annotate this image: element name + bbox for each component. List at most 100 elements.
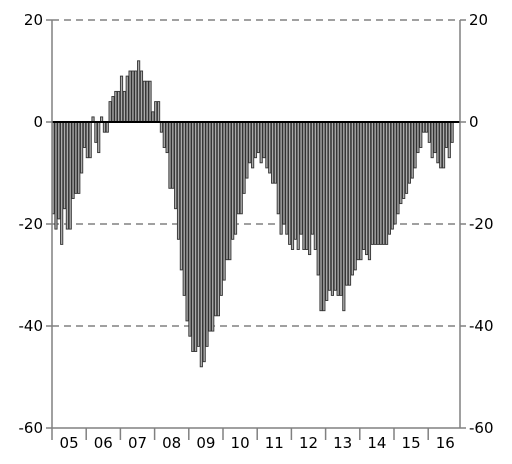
bar: [151, 111, 155, 123]
bar: [154, 101, 158, 123]
bar: [404, 121, 409, 194]
bar: [179, 121, 183, 271]
bar: [271, 121, 275, 184]
bar: [119, 75, 124, 123]
bar: [410, 121, 414, 179]
bar: [367, 121, 372, 261]
bar: [336, 121, 340, 296]
x-tick-label: 16: [436, 434, 455, 452]
bar: [111, 96, 115, 123]
plot-frame: [46, 19, 466, 440]
bar: [302, 121, 306, 250]
bar: [350, 121, 354, 276]
bar: [387, 121, 391, 235]
bar: [345, 121, 349, 286]
y-tick-label-left: 20: [24, 11, 43, 29]
bar: [385, 121, 389, 245]
x-tick-label: 15: [402, 434, 421, 452]
bar: [208, 121, 212, 332]
bar: [137, 60, 141, 123]
bar: [194, 121, 198, 352]
y-tick-label-right: -40: [469, 317, 494, 335]
bar: [88, 121, 92, 159]
bar: [447, 121, 451, 159]
bar: [402, 121, 406, 199]
bar: [359, 121, 363, 261]
bar: [330, 121, 334, 296]
bar: [308, 121, 312, 256]
bar: [390, 121, 394, 230]
bar: [174, 121, 178, 210]
bar: [191, 121, 195, 352]
bar: [265, 121, 269, 169]
bars: [51, 60, 454, 368]
x-tick-label: 07: [128, 434, 147, 452]
bar: [379, 121, 383, 245]
bar: [310, 121, 315, 235]
bar: [442, 121, 446, 169]
x-tick-label: 12: [299, 434, 318, 452]
bar: [202, 121, 206, 363]
bar: [413, 121, 417, 169]
bar: [128, 70, 132, 123]
bar: [365, 121, 369, 256]
bar: [319, 121, 323, 312]
bar: [231, 121, 235, 240]
bar: [399, 121, 403, 205]
x-tick-label: 14: [367, 434, 386, 452]
bar: [216, 121, 221, 317]
x-tick-label: 08: [162, 434, 181, 452]
bar: [356, 121, 360, 261]
bar: [305, 121, 309, 250]
bar: [54, 121, 58, 230]
bar: [382, 121, 386, 245]
bar: [105, 121, 109, 133]
bar: [279, 121, 283, 235]
x-tick-label: 05: [60, 434, 79, 452]
bar: [188, 121, 192, 337]
bar: [293, 121, 297, 240]
bar: [450, 121, 454, 143]
bar: [205, 121, 209, 347]
y-tick-label-left: -40: [19, 317, 44, 335]
y-tick-label-right: -60: [469, 419, 494, 437]
bar: [71, 121, 75, 199]
bar: [313, 121, 317, 250]
bar: [62, 121, 67, 210]
bar: [290, 121, 295, 250]
bar: [353, 121, 357, 271]
bar: [262, 121, 266, 159]
bar: [156, 101, 161, 123]
bar: [433, 121, 437, 154]
bar: [134, 70, 138, 123]
bar: [325, 121, 329, 301]
bar: [159, 121, 164, 133]
x-tick-label: 13: [333, 434, 352, 452]
bar: [282, 121, 286, 225]
bar: [68, 121, 72, 230]
bar: [80, 121, 84, 174]
bar: [288, 121, 292, 245]
bar: [268, 121, 272, 174]
bar: [239, 121, 243, 215]
bar: [316, 121, 320, 276]
bar: [131, 70, 135, 123]
bar: [393, 121, 397, 225]
bar: [422, 121, 426, 133]
bar: [94, 121, 98, 143]
bar: [222, 121, 226, 281]
bar: [285, 121, 289, 235]
bar: [444, 121, 448, 148]
bar: [416, 121, 420, 154]
x-tick-label: 09: [196, 434, 215, 452]
y-tick-label-left: -20: [19, 215, 44, 233]
bar: [168, 121, 172, 189]
bar: [430, 121, 434, 159]
bar: [125, 75, 129, 123]
bar: [236, 121, 240, 215]
bar: [74, 121, 78, 194]
y-tick-label-right: 20: [469, 11, 488, 29]
bar: [213, 121, 218, 317]
bar: [85, 121, 89, 159]
